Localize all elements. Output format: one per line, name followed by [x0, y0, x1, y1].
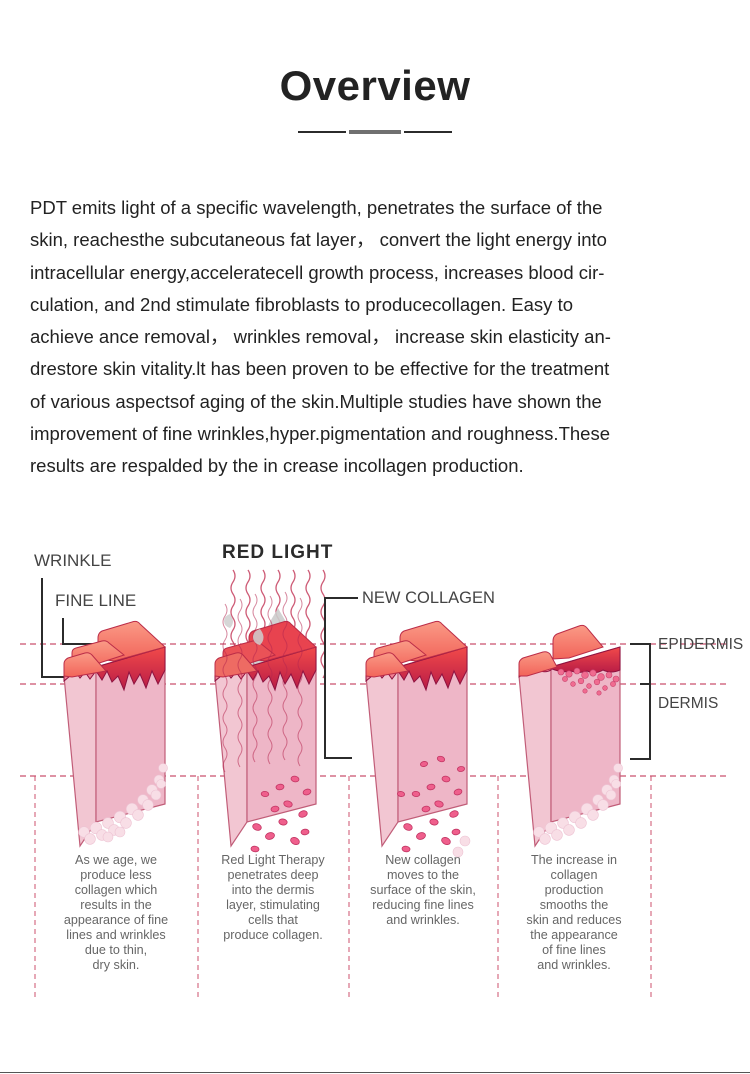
svg-text:WRINKLE: WRINKLE: [34, 551, 111, 570]
svg-text:FINE LINE: FINE LINE: [55, 591, 136, 610]
svg-text:results in the: results in the: [80, 898, 151, 912]
svg-text:The increase in: The increase in: [531, 853, 617, 867]
svg-text:smooths the: smooths the: [540, 898, 609, 912]
svg-text:and wrinkles.: and wrinkles.: [386, 913, 460, 927]
svg-text:the appearance: the appearance: [530, 928, 618, 942]
svg-text:collagen: collagen: [551, 868, 598, 882]
svg-text:layer, stimulating: layer, stimulating: [226, 898, 320, 912]
svg-text:dry skin.: dry skin.: [93, 958, 140, 972]
svg-text:New collagen: New collagen: [385, 853, 461, 867]
svg-text:production: production: [545, 883, 604, 897]
svg-text:penetrates deep: penetrates deep: [227, 868, 318, 882]
svg-text:produce less: produce less: [80, 868, 151, 882]
svg-text:DERMIS: DERMIS: [658, 695, 718, 712]
svg-text:produce collagen.: produce collagen.: [223, 928, 322, 942]
svg-text:skin and reduces: skin and reduces: [526, 913, 621, 927]
svg-text:surface of the skin,: surface of the skin,: [370, 883, 476, 897]
svg-text:due to thin,: due to thin,: [85, 943, 147, 957]
svg-text:into the dermis: into the dermis: [232, 883, 315, 897]
svg-text:appearance of fine: appearance of fine: [64, 913, 168, 927]
svg-text:As we age, we: As we age, we: [75, 853, 157, 867]
svg-text:collagen which: collagen which: [75, 883, 158, 897]
svg-text:and wrinkles.: and wrinkles.: [537, 958, 611, 972]
svg-text:of fine lines: of fine lines: [542, 943, 606, 957]
svg-text:Red Light Therapy: Red Light Therapy: [221, 853, 325, 867]
svg-text:NEW COLLAGEN: NEW COLLAGEN: [362, 589, 495, 607]
svg-text:lines and wrinkles: lines and wrinkles: [66, 928, 165, 942]
svg-text:RED LIGHT: RED LIGHT: [222, 542, 333, 563]
svg-text:EPIDERMIS: EPIDERMIS: [658, 636, 743, 653]
svg-text:moves to the: moves to the: [387, 868, 459, 882]
svg-text:cells that: cells that: [248, 913, 298, 927]
svg-text:reducing fine lines: reducing fine lines: [372, 898, 474, 912]
